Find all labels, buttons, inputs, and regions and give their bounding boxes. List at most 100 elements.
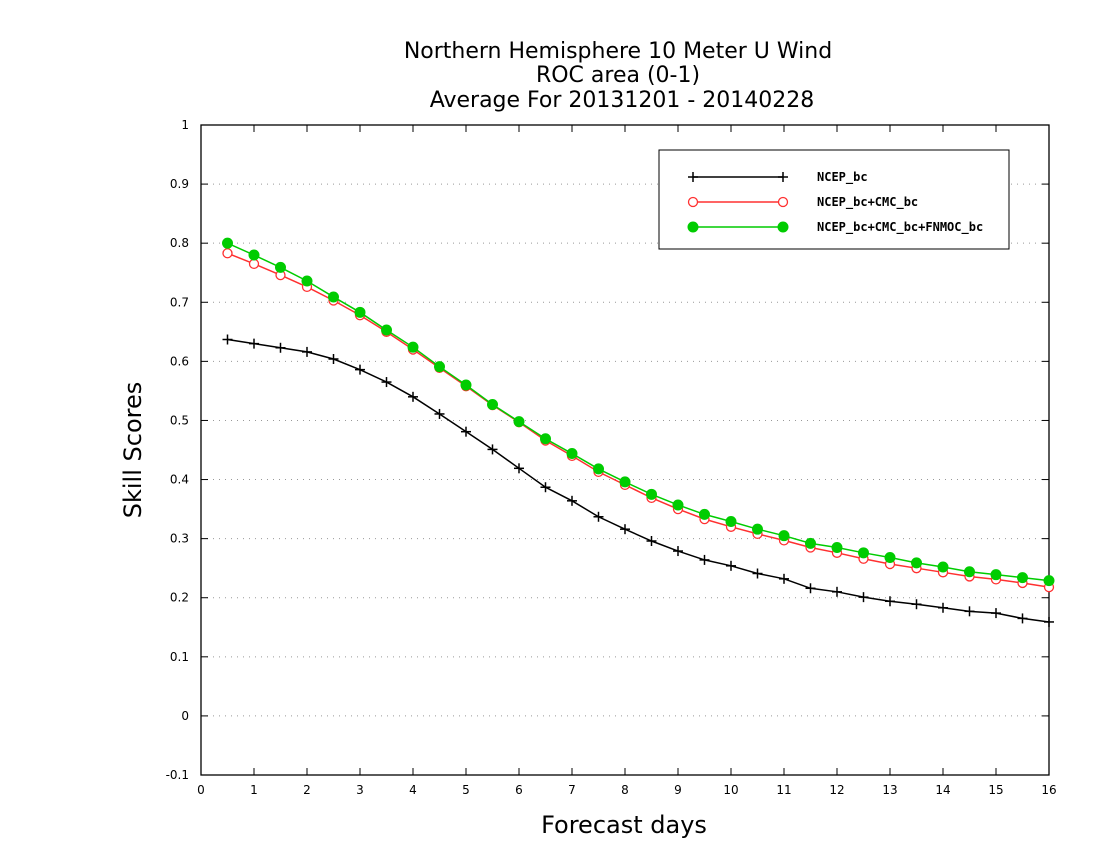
data-point bbox=[688, 172, 698, 182]
y-tick-label: 0.6 bbox=[170, 354, 189, 368]
y-tick-label: 0.9 bbox=[170, 177, 189, 191]
series-2 bbox=[222, 248, 1055, 593]
x-axis: 0 1 2 3 4 5 6 7 8 9 10 11 12 13 14 15 16 bbox=[197, 125, 1057, 797]
y-tick-label: 0.1 bbox=[170, 650, 189, 664]
y-tick-label: 0.5 bbox=[170, 413, 189, 427]
data-point bbox=[779, 573, 789, 584]
data-point bbox=[885, 596, 895, 607]
series-3 bbox=[222, 237, 1055, 587]
data-point bbox=[593, 463, 604, 475]
series-1 bbox=[222, 334, 1054, 627]
series-line bbox=[227, 338, 1050, 623]
data-point bbox=[725, 516, 737, 527]
data-point bbox=[832, 586, 842, 597]
y-tick-label: 0.4 bbox=[170, 473, 189, 487]
data-point bbox=[222, 248, 233, 259]
x-tick-label: 1 bbox=[250, 783, 258, 797]
series-line bbox=[227, 242, 1050, 582]
data-point bbox=[964, 606, 975, 617]
x-tick-label: 16 bbox=[1041, 783, 1056, 797]
data-point bbox=[249, 338, 259, 349]
data-point bbox=[831, 542, 843, 553]
x-tick-label: 5 bbox=[462, 783, 470, 797]
gridlines bbox=[201, 183, 1049, 717]
x-tick-label: 14 bbox=[935, 783, 950, 797]
x-tick-label: 6 bbox=[515, 783, 523, 797]
y-tick-label: 0.3 bbox=[170, 532, 189, 546]
data-point bbox=[222, 334, 233, 345]
data-point bbox=[407, 341, 419, 353]
data-point bbox=[381, 377, 392, 388]
legend-entry: NCEP_bc bbox=[688, 170, 868, 185]
y-axis: -0.1 0 0.1 0.2 0.3 0.4 0.5 0.6 0.7 0.8 0.9 1 bbox=[166, 118, 1049, 782]
data-point bbox=[619, 476, 631, 488]
data-point bbox=[699, 554, 710, 565]
data-point bbox=[858, 547, 869, 559]
data-point bbox=[1044, 616, 1054, 627]
data-point bbox=[248, 258, 260, 270]
data-point bbox=[672, 499, 684, 511]
y-axis-label: Skill Scores bbox=[119, 382, 147, 519]
chart-subtitle: ROC area (0-1) bbox=[536, 63, 700, 88]
data-point bbox=[1017, 572, 1028, 584]
legend-entry: NCEP_bc+CMC_bc bbox=[687, 195, 918, 210]
data-point bbox=[805, 583, 816, 594]
x-tick-label: 2 bbox=[303, 783, 311, 797]
data-point bbox=[328, 354, 339, 364]
data-point bbox=[408, 391, 418, 402]
data-point bbox=[778, 530, 790, 542]
y-tick-label: 0 bbox=[181, 709, 189, 723]
data-point bbox=[937, 561, 949, 573]
series-layer bbox=[222, 237, 1055, 627]
data-point bbox=[673, 546, 683, 557]
legend-label: NCEP_bc+CMC_bc+FNMOC_bc bbox=[817, 220, 983, 235]
series-line bbox=[227, 252, 1050, 588]
x-tick-label: 13 bbox=[882, 783, 897, 797]
x-tick-label: 9 bbox=[674, 783, 682, 797]
data-point bbox=[328, 291, 339, 303]
data-point bbox=[938, 602, 948, 613]
data-point bbox=[687, 196, 699, 208]
data-point bbox=[434, 361, 445, 373]
x-tick-label: 11 bbox=[776, 783, 791, 797]
data-point bbox=[1017, 613, 1028, 624]
data-point bbox=[777, 221, 789, 233]
data-point bbox=[487, 399, 498, 410]
data-point bbox=[434, 408, 445, 419]
data-point bbox=[354, 306, 366, 318]
data-point bbox=[726, 560, 736, 571]
data-point bbox=[593, 511, 604, 522]
x-tick-label: 10 bbox=[723, 783, 738, 797]
y-tick-label: 0.8 bbox=[170, 236, 189, 250]
data-point bbox=[301, 275, 313, 287]
y-tick-label: 0.2 bbox=[170, 591, 189, 605]
data-point bbox=[858, 592, 869, 603]
chart-period: Average For 20131201 - 20140228 bbox=[430, 88, 815, 113]
legend-entry: NCEP_bc+CMC_bc+FNMOC_bc bbox=[687, 220, 983, 235]
data-point bbox=[964, 566, 975, 578]
chart-title: Northern Hemisphere 10 Meter U Wind bbox=[404, 39, 832, 64]
data-point bbox=[302, 346, 312, 357]
data-point bbox=[461, 426, 471, 437]
legend-label: NCEP_bc bbox=[817, 170, 868, 185]
data-point bbox=[646, 536, 657, 546]
data-point bbox=[911, 557, 922, 569]
data-point bbox=[911, 599, 922, 610]
data-point bbox=[460, 379, 472, 391]
y-tick-label: 0.7 bbox=[170, 295, 189, 309]
legend: NCEP_bc NCEP_bc+CMC_bc NCEP_bc+CMC_bc+FNMO… bbox=[658, 149, 1010, 250]
data-point bbox=[514, 463, 524, 474]
x-tick-label: 7 bbox=[568, 783, 576, 797]
y-tick-label: -0.1 bbox=[166, 768, 189, 782]
data-point bbox=[777, 196, 789, 208]
data-point bbox=[275, 342, 286, 353]
data-point bbox=[778, 172, 788, 182]
x-tick-label: 12 bbox=[829, 783, 844, 797]
legend-box bbox=[658, 149, 1010, 250]
data-point bbox=[620, 524, 630, 535]
data-point bbox=[687, 221, 699, 233]
legend-label: NCEP_bc+CMC_bc bbox=[817, 195, 918, 210]
data-point bbox=[513, 416, 525, 428]
data-point bbox=[540, 433, 551, 445]
